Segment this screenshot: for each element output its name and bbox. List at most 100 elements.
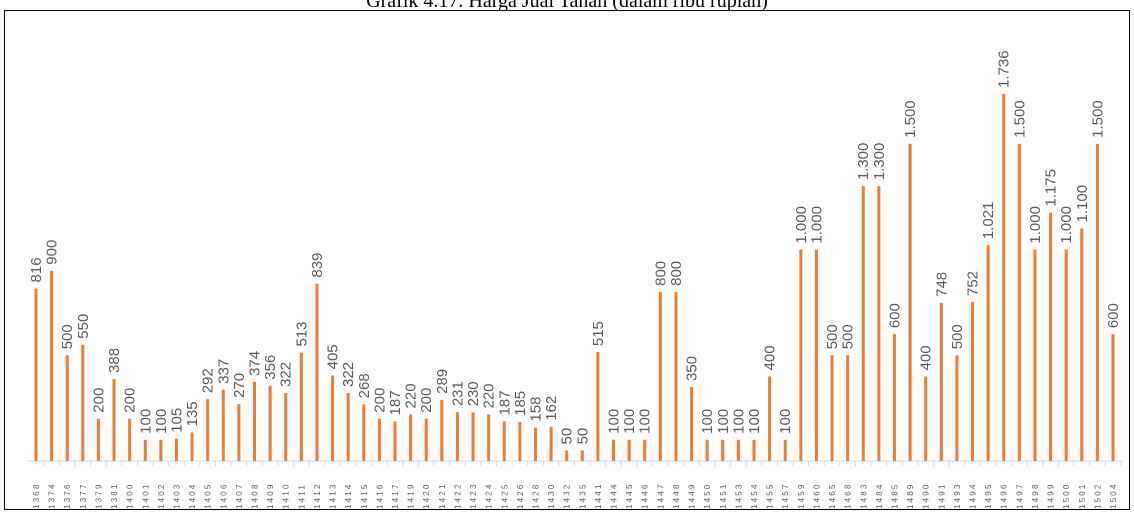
bar [892,334,896,461]
x-tick-label: 1501 [1078,482,1087,509]
bar [1111,334,1115,461]
bar [206,399,210,461]
bar [159,439,163,461]
x-tick-label: 1379 [94,482,103,509]
x-tick-label: 1484 [875,482,884,509]
x-tick-label: 1401 [141,482,150,509]
bar [1080,228,1084,461]
x-tick-label: 1374 [48,482,57,509]
bar [299,352,303,461]
bar [440,399,444,461]
bar [471,412,475,461]
bar [331,375,335,461]
x-tick-label: 1445 [625,482,634,509]
bar [690,387,694,461]
bar [612,439,616,461]
x-tick-label: 1455 [766,482,775,509]
data-label: 187 [496,390,513,415]
data-label: 100 [746,409,763,434]
x-tick-label: 1460 [812,482,821,509]
x-tick-label: 1425 [500,482,509,509]
x-tick-label: 1405 [204,482,213,509]
data-label: 1.175 [1043,169,1060,207]
bar [1033,249,1037,461]
bar [81,344,85,461]
bar [268,385,272,461]
data-label: 100 [621,409,638,434]
data-label: 1.000 [1027,206,1044,244]
x-tick-label: 1495 [984,482,993,509]
data-label: 500 [824,324,841,349]
data-label: 800 [652,261,669,286]
data-label: 337 [215,359,232,384]
data-label: 1.300 [855,143,872,181]
x-tick-label: 1414 [344,482,353,509]
data-label: 100 [153,409,170,434]
x-tick-label: 1402 [157,482,166,509]
data-label: 105 [168,408,185,433]
bar [721,439,725,461]
bar [658,291,662,461]
x-tick-label: 1368 [32,482,41,509]
bar [596,352,600,461]
data-label: 231 [449,381,466,406]
bar [627,439,631,461]
data-label: 405 [325,344,342,369]
data-label: 800 [668,261,685,286]
x-tick-label: 1499 [1047,482,1056,509]
data-label: 816 [28,257,45,282]
data-label: 752 [965,271,982,296]
x-tick-label: 1483 [859,482,868,509]
bar [846,355,850,461]
x-tick-label: 1490 [922,482,931,509]
x-tick-label: 1410 [282,482,291,509]
data-label: 500 [59,324,76,349]
data-label: 1.300 [871,143,888,181]
x-tick-label: 1400 [126,482,135,509]
data-label: 230 [465,381,482,406]
bar [877,186,881,462]
x-tick-label: 1453 [734,482,743,509]
bar [96,418,100,461]
data-label: 100 [730,409,747,434]
data-label: 1.500 [1011,100,1028,138]
data-label: 400 [918,345,935,370]
bar-chart: 816 1368 900 1374 500 1376 550 1377 200 1379 388 13… [27,50,1123,509]
bar [409,414,413,461]
bar [190,432,194,461]
data-label: 100 [606,409,623,434]
bar [736,439,740,461]
x-tick-label: 1415 [360,482,369,509]
bar [112,378,116,461]
x-tick-label: 1376 [63,482,72,509]
bar [502,421,506,461]
bar [705,439,709,461]
bar [783,439,787,461]
bar [284,392,288,461]
data-label: 200 [371,388,388,413]
data-label: 1.000 [808,206,825,244]
bar [533,427,537,461]
x-tick-label: 1424 [485,482,494,509]
x-tick-label: 1432 [563,482,572,509]
data-label: 400 [762,345,779,370]
bar [565,450,569,461]
x-tick-label: 1413 [329,482,338,509]
bar [315,283,319,461]
bar [955,355,959,461]
chart-frame: 816 1368 900 1374 500 1376 550 1377 200 1379 388 13… [4,10,1130,510]
bar [174,438,178,461]
data-label: 322 [278,362,295,387]
x-tick-label: 1377 [79,482,88,509]
bar [830,355,834,461]
x-tick-label: 1494 [969,482,978,509]
x-tick-label: 1409 [266,482,275,509]
data-label: 600 [886,303,903,328]
data-label: 100 [699,409,716,434]
x-tick-label: 1422 [453,482,462,509]
data-label: 100 [637,409,654,434]
data-label: 388 [106,348,123,373]
x-tick-label: 1403 [172,482,181,509]
data-label: 900 [44,240,61,265]
x-tick-label: 1500 [1062,482,1071,509]
